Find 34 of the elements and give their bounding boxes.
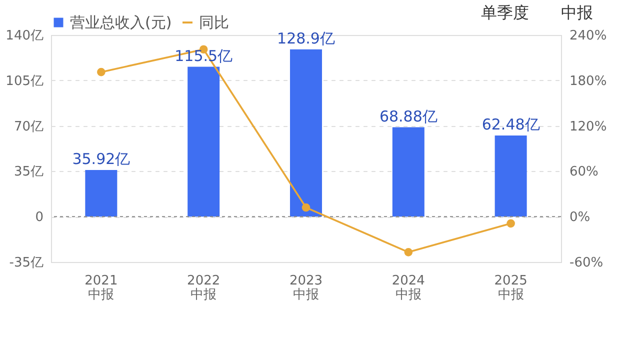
x-tick-label: 2022 中报 bbox=[187, 274, 220, 302]
bar bbox=[85, 170, 118, 217]
bar bbox=[494, 136, 527, 217]
bar bbox=[290, 49, 322, 217]
text: 单季度 bbox=[481, 3, 529, 22]
y2-tick-label: 240% bbox=[570, 28, 607, 44]
data-label: 62.48亿 bbox=[482, 116, 540, 134]
y-tick-label: 70亿 bbox=[14, 119, 44, 134]
y2-tick-label: 0% bbox=[570, 210, 590, 226]
y-tick-label: 35亿 bbox=[14, 164, 44, 180]
x-tick-label: 2024 中报 bbox=[392, 274, 425, 302]
legend-label: 营业总收入(元) bbox=[70, 14, 172, 32]
y2-tick-label: 60% bbox=[570, 164, 598, 180]
y2-tick-label: -60% bbox=[570, 256, 604, 270]
data-label: 68.88亿 bbox=[379, 107, 438, 126]
text: 中报 bbox=[561, 3, 593, 22]
y-tick-label: 140亿 bbox=[6, 28, 44, 44]
data-label: 35.92亿 bbox=[72, 150, 130, 168]
y-tick-label: 105亿 bbox=[6, 74, 44, 89]
y2-tick-label: 120% bbox=[570, 119, 607, 134]
y-tick-label: -35亿 bbox=[9, 256, 44, 270]
bar bbox=[188, 66, 220, 217]
y-tick-label: 0 bbox=[35, 210, 44, 226]
bar bbox=[392, 127, 424, 217]
point bbox=[97, 68, 106, 76]
point bbox=[506, 219, 515, 228]
y2-tick-label: 180% bbox=[570, 74, 607, 89]
x-tick-label: 2021 中报 bbox=[84, 274, 118, 302]
point bbox=[302, 203, 310, 212]
point bbox=[404, 248, 413, 256]
legend-label: 同比 bbox=[199, 14, 229, 32]
x-tick-label: 2023 中报 bbox=[289, 274, 323, 302]
x-tick-label: 2025 中报 bbox=[494, 274, 528, 302]
data-label: 128.9亿 bbox=[277, 29, 335, 48]
